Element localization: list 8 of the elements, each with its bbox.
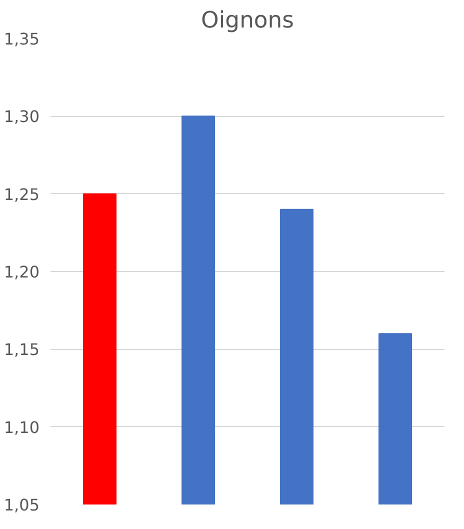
y-tick-label: 1,15 [4,340,40,360]
y-tick-label: 1,25 [4,184,40,204]
y-tick-label: 1,10 [4,418,40,437]
chart-title: Oignons [201,8,294,34]
y-tick-label: 1,20 [4,262,40,282]
y-tick-label: 1,30 [4,107,40,126]
y-tick-label: 1,35 [4,30,40,48]
y-tick-label: 1,05 [4,496,40,514]
